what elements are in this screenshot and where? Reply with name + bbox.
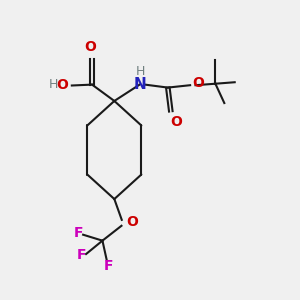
Text: O: O [85, 40, 97, 54]
Text: O: O [56, 78, 68, 92]
Text: F: F [76, 248, 86, 262]
Text: O: O [170, 115, 182, 129]
Text: H: H [49, 78, 58, 92]
Text: O: O [126, 215, 138, 229]
Text: O: O [193, 76, 204, 90]
Text: N: N [134, 77, 147, 92]
Text: H: H [136, 65, 145, 78]
Text: F: F [103, 259, 113, 273]
Text: F: F [74, 226, 83, 240]
